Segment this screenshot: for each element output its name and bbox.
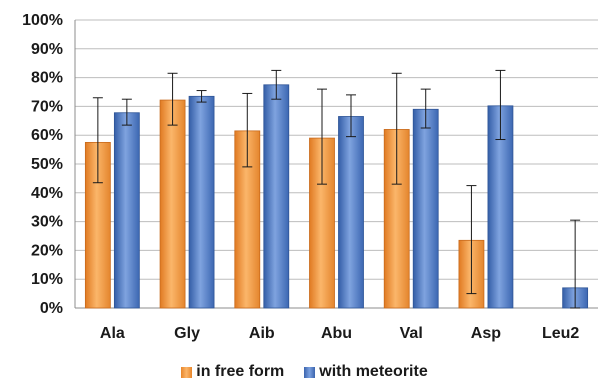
x-category-label: Val [400, 325, 423, 342]
y-tick-label: 0% [40, 300, 63, 317]
y-tick-label: 40% [31, 185, 63, 202]
y-tick-label: 90% [31, 41, 63, 58]
legend-swatch-with-meteorite [304, 366, 316, 378]
y-tick-label: 20% [31, 242, 63, 259]
bars [84, 84, 589, 309]
legend-item-with-meteorite: with meteorite [304, 363, 428, 381]
bar-with-meteorite-aib [263, 84, 290, 309]
error-bars [92, 69, 581, 309]
legend-swatch-free-form [181, 366, 193, 378]
x-category-label: Aib [249, 325, 275, 342]
x-category-label: Asp [471, 325, 501, 342]
y-axis-tick-labels: 0% 10% 20% 30% 40% 50% 60% 70% 80% 90% 100% [22, 12, 63, 317]
x-category-label: Ala [100, 325, 125, 342]
bar-with-meteorite-val [412, 108, 439, 309]
bar-with-meteorite-abu [338, 116, 364, 309]
legend: in free form with meteorite [0, 360, 609, 384]
gridlines [74, 19, 598, 309]
y-tick-label: 80% [31, 70, 63, 87]
bar-chart: 0% 10% 20% 30% 40% 50% 60% 70% 80% 90% 100% Ala Gly… [22, 12, 598, 342]
y-tick-label: 10% [31, 271, 63, 288]
y-tick-label: 50% [31, 156, 63, 173]
legend-label-with-meteorite: with meteorite [319, 363, 428, 380]
x-category-label: Leu2 [542, 325, 579, 342]
x-category-label: Gly [174, 325, 200, 342]
y-tick-label: 70% [31, 98, 63, 115]
x-axis-category-labels: Ala Gly Aib Abu Val Asp Leu2 [100, 325, 580, 342]
legend-label-free-form: in free form [196, 363, 285, 380]
y-tick-label: 100% [22, 12, 63, 29]
bar-with-meteorite-gly [188, 95, 215, 309]
y-tick-label: 30% [31, 214, 63, 231]
legend-item-free-form: in free form [181, 363, 284, 381]
y-tick-label: 60% [31, 127, 63, 144]
bar-free-form-gly [159, 99, 186, 309]
bar-with-meteorite-ala [113, 112, 140, 309]
x-category-label: Abu [321, 325, 352, 342]
